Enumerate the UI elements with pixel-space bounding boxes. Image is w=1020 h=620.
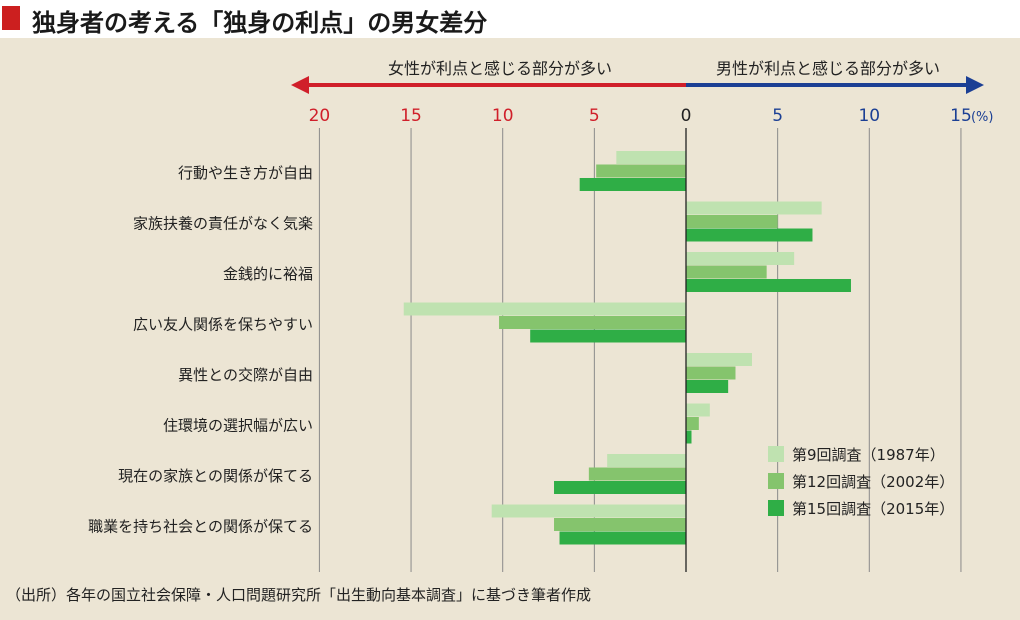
category-label: 職業を持ち社会との関係が保てる bbox=[88, 518, 313, 536]
female-arrowhead bbox=[291, 76, 309, 94]
x-unit-label: (%) bbox=[971, 110, 994, 125]
bar bbox=[686, 430, 692, 444]
bar bbox=[554, 481, 686, 494]
bar bbox=[686, 201, 822, 215]
category-label: 広い友人関係を保ちやすい bbox=[133, 316, 313, 334]
category-label: 住環境の選択幅が広い bbox=[163, 417, 313, 435]
bar bbox=[579, 178, 686, 191]
category-label: 異性との交際が自由 bbox=[178, 366, 313, 384]
legend-swatch bbox=[768, 473, 784, 489]
legend-swatch bbox=[768, 500, 784, 516]
legend-label: 第12回調査（2002年） bbox=[792, 473, 954, 491]
bar bbox=[686, 366, 736, 380]
category-label: 現在の家族との関係が保てる bbox=[118, 467, 313, 485]
source-note: （出所）各年の国立社会保障・人口問題研究所「出生動向基本調査」に基づき筆者作成 bbox=[6, 586, 591, 604]
bar bbox=[686, 228, 813, 242]
bar bbox=[616, 151, 686, 164]
legend-label: 第9回調査（1987年） bbox=[792, 446, 945, 464]
x-tick-female: 20 bbox=[309, 106, 331, 126]
bar bbox=[491, 504, 686, 518]
bar bbox=[686, 403, 710, 417]
bar bbox=[686, 417, 699, 430]
bar bbox=[588, 467, 686, 481]
bar bbox=[686, 380, 729, 393]
bar bbox=[686, 353, 752, 366]
bar bbox=[607, 454, 686, 467]
x-tick-zero: 0 bbox=[681, 106, 692, 126]
male-arrowhead bbox=[966, 76, 984, 94]
x-tick-female: 10 bbox=[492, 106, 514, 126]
title-bar: 独身者の考える「独身の利点」の男女差分 bbox=[0, 0, 1020, 38]
legend-swatch bbox=[768, 446, 784, 462]
x-tick-female: 5 bbox=[589, 106, 600, 126]
bar bbox=[686, 265, 767, 279]
category-label: 金銭的に裕福 bbox=[223, 265, 313, 283]
bar bbox=[554, 518, 686, 531]
category-label: 行動や生き方が自由 bbox=[178, 164, 313, 182]
title-marker bbox=[2, 6, 20, 30]
bar bbox=[403, 302, 686, 316]
bar bbox=[530, 329, 686, 343]
female-direction-label: 女性が利点と感じる部分が多い bbox=[388, 59, 612, 78]
category-label: 家族扶養の責任がなく気楽 bbox=[133, 215, 313, 233]
x-tick-male: 15 bbox=[950, 106, 972, 126]
male-direction-label: 男性が利点と感じる部分が多い bbox=[716, 59, 940, 78]
bar bbox=[499, 316, 686, 329]
chart-title: 独身者の考える「独身の利点」の男女差分 bbox=[32, 9, 488, 37]
x-tick-male: 5 bbox=[772, 106, 783, 126]
x-tick-male: 10 bbox=[858, 106, 880, 126]
bar bbox=[559, 531, 686, 545]
legend-label: 第15回調査（2015年） bbox=[792, 500, 954, 518]
bar bbox=[596, 164, 686, 178]
bar bbox=[686, 252, 795, 265]
bar bbox=[686, 279, 851, 292]
x-tick-female: 15 bbox=[400, 106, 422, 126]
bar bbox=[686, 215, 778, 228]
